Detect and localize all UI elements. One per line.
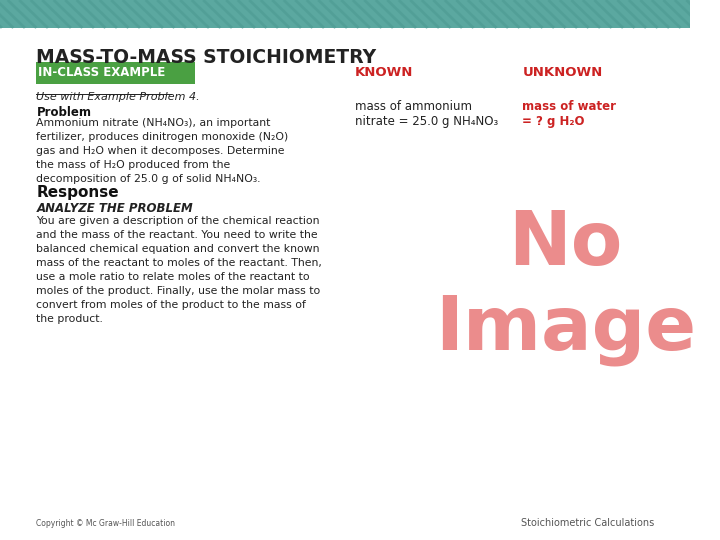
Text: mass of water: mass of water	[523, 100, 616, 113]
Text: IN-CLASS EXAMPLE: IN-CLASS EXAMPLE	[38, 66, 166, 79]
Text: Copyright © Mc Graw-Hill Education: Copyright © Mc Graw-Hill Education	[37, 519, 176, 528]
FancyBboxPatch shape	[0, 0, 690, 540]
Text: nitrate = 25.0 g NH₄NO₃: nitrate = 25.0 g NH₄NO₃	[355, 115, 498, 128]
Text: KNOWN: KNOWN	[355, 66, 413, 79]
Text: Image: Image	[435, 294, 696, 367]
Text: You are given a description of the chemical reaction
and the mass of the reactan: You are given a description of the chemi…	[37, 216, 323, 324]
Text: Stoichiometric Calculations: Stoichiometric Calculations	[521, 518, 654, 528]
Text: Problem: Problem	[37, 106, 91, 119]
FancyBboxPatch shape	[37, 62, 194, 84]
Text: UNKNOWN: UNKNOWN	[523, 66, 603, 79]
Text: ANALYZE THE PROBLEM: ANALYZE THE PROBLEM	[37, 202, 193, 215]
Text: mass of ammonium: mass of ammonium	[355, 100, 472, 113]
Text: = ? g H₂O: = ? g H₂O	[523, 115, 585, 128]
FancyBboxPatch shape	[0, 0, 690, 28]
Text: Use with Example Problem 4.: Use with Example Problem 4.	[37, 92, 200, 102]
Text: Response: Response	[37, 185, 119, 200]
Text: Ammonium nitrate (NH₄NO₃), an important
fertilizer, produces dinitrogen monoxide: Ammonium nitrate (NH₄NO₃), an important …	[37, 118, 289, 184]
Text: MASS-TO-MASS STOICHIOMETRY: MASS-TO-MASS STOICHIOMETRY	[37, 48, 377, 67]
Text: No: No	[508, 208, 623, 281]
